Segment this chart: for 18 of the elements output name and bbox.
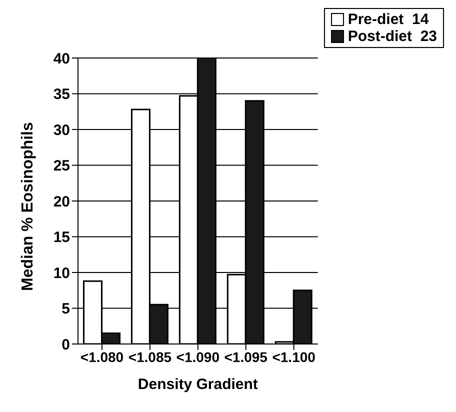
y-tick-label: 10	[53, 264, 70, 282]
legend-label: Post-diet 23	[348, 28, 437, 45]
x-tick-label: <1.095	[224, 348, 268, 365]
x-tick-label: <1.085	[128, 348, 172, 365]
x-tick-label: <1.090	[176, 348, 220, 365]
legend-label: Pre-diet 14	[348, 11, 429, 28]
y-tick-label: 25	[53, 158, 70, 175]
x-axis-title: Density Gradient	[138, 376, 258, 393]
y-tick-label: 5	[62, 300, 70, 318]
x-tick-label: <1.100	[272, 348, 316, 365]
y-tick-label: 40	[53, 50, 70, 68]
x-tick-label: <1.080	[80, 348, 124, 365]
y-axis-title: Median % Eosinophils	[20, 122, 37, 291]
y-tick-label: 15	[53, 229, 70, 246]
y-tick-label: 30	[53, 122, 70, 139]
y-tick-label: 0	[62, 336, 70, 354]
y-tick-label: 20	[53, 193, 70, 210]
y-tick-label: 35	[53, 86, 70, 104]
